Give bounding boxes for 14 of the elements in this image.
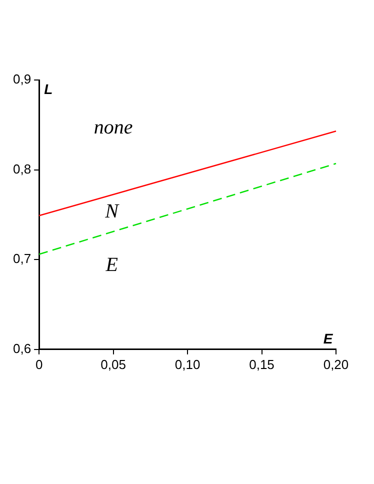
x-tick-label: 0,15 xyxy=(249,356,274,372)
x-tick-label: 0,20 xyxy=(323,356,349,372)
y-tick-label: 0,9 xyxy=(12,72,32,87)
x-tick-label: 0,05 xyxy=(100,356,126,372)
y-tick-label: 0,8 xyxy=(12,161,32,176)
y-tick-label: 0,7 xyxy=(12,251,32,266)
annotation: none xyxy=(94,116,133,139)
y-axis-title: L xyxy=(44,80,53,97)
x-tick-label: 0,10 xyxy=(174,356,200,372)
x-axis-title: E xyxy=(323,330,334,346)
y-tick-label: 0,6 xyxy=(12,340,32,356)
x-tick-label: 0 xyxy=(35,356,43,372)
annotation: E xyxy=(104,254,118,276)
annotation: N xyxy=(104,200,120,222)
